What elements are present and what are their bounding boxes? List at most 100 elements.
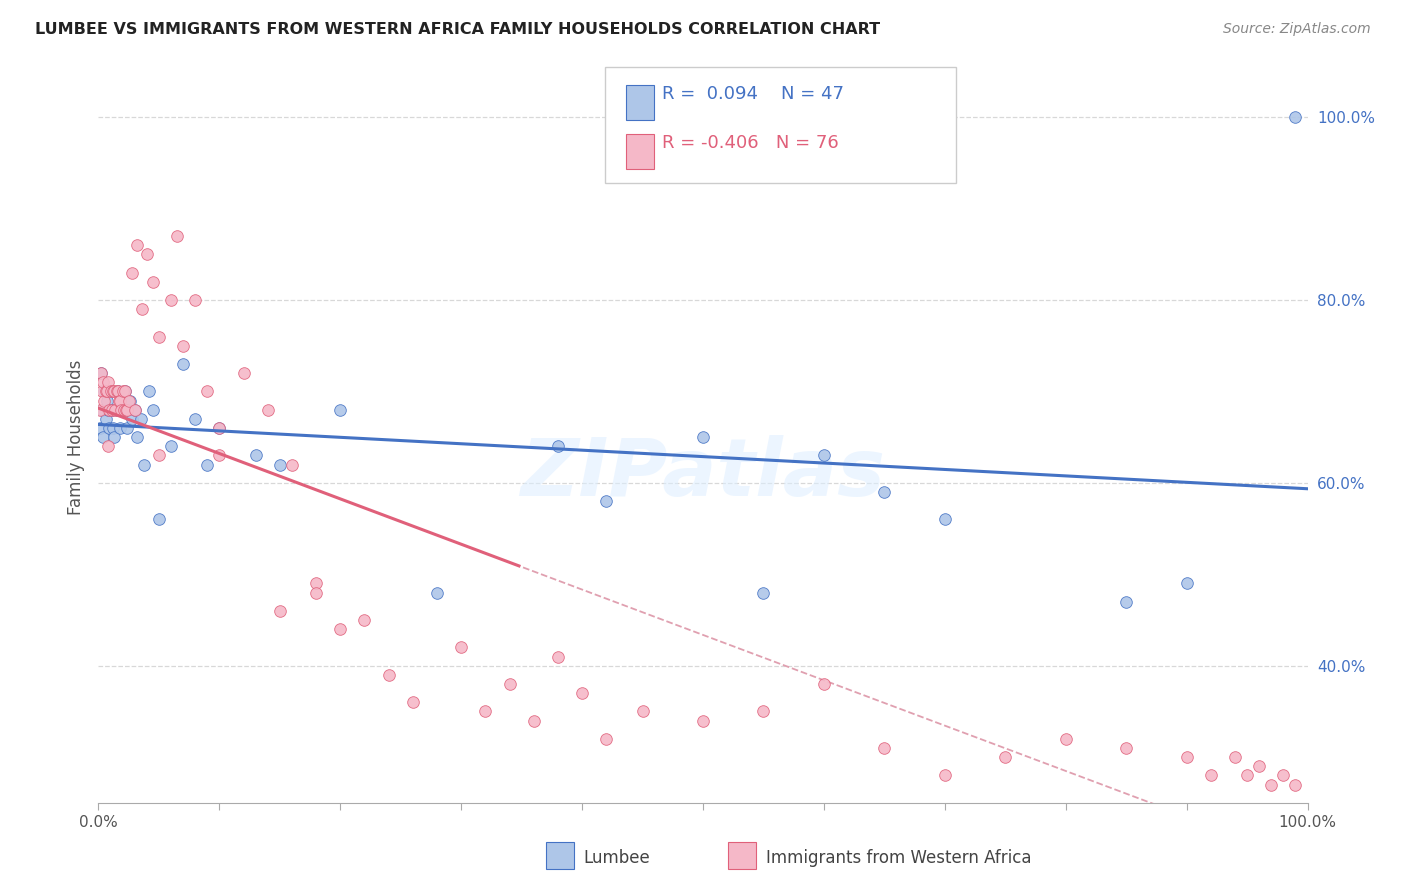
Point [547, 439, 569, 453]
Point [112, 402, 135, 417]
Point [89, 421, 111, 435]
Point [1199, 768, 1222, 782]
Point [131, 301, 153, 317]
Point [97, 439, 120, 453]
Point [571, 686, 593, 700]
Point [813, 677, 835, 691]
Point [547, 649, 569, 664]
Point [195, 384, 218, 399]
Point [107, 384, 129, 399]
Point [108, 421, 131, 435]
Point [97, 402, 120, 417]
Point [115, 402, 138, 417]
Point [934, 512, 956, 526]
Point [450, 640, 472, 655]
Text: R = -0.406   N = 76: R = -0.406 N = 76 [662, 134, 839, 152]
Point [329, 402, 352, 417]
Point [184, 411, 207, 425]
Point [108, 393, 131, 408]
Point [208, 449, 231, 463]
Text: R =  0.094    N = 47: R = 0.094 N = 47 [662, 85, 844, 103]
Point [96, 384, 118, 399]
Point [377, 667, 399, 681]
Point [1249, 759, 1271, 773]
Point [269, 604, 291, 618]
Point [91, 430, 114, 444]
Point [100, 384, 122, 399]
Point [127, 430, 149, 444]
Point [100, 384, 122, 399]
Point [281, 458, 304, 472]
Point [111, 402, 134, 417]
Point [148, 449, 170, 463]
Point [96, 393, 118, 408]
Point [111, 384, 134, 399]
Point [148, 512, 170, 526]
Point [121, 266, 143, 280]
Point [98, 402, 121, 417]
Point [1260, 778, 1282, 792]
Point [94, 411, 117, 425]
Point [1115, 595, 1137, 609]
Point [498, 677, 520, 691]
Point [166, 228, 188, 243]
Point [93, 393, 115, 408]
Point [692, 714, 714, 728]
Point [1175, 576, 1198, 591]
Point [101, 421, 124, 435]
Point [873, 740, 896, 755]
Point [160, 293, 183, 307]
Text: Source: ZipAtlas.com: Source: ZipAtlas.com [1223, 22, 1371, 37]
Point [103, 430, 125, 444]
Text: ZIPatlas: ZIPatlas [520, 434, 886, 513]
Point [474, 705, 496, 719]
Point [103, 384, 125, 399]
Point [595, 494, 617, 508]
Point [813, 449, 835, 463]
Point [256, 402, 278, 417]
Point [1284, 110, 1306, 124]
Point [402, 695, 425, 709]
Point [172, 339, 194, 353]
Point [523, 714, 546, 728]
Point [752, 585, 775, 599]
Point [117, 402, 139, 417]
Point [94, 384, 117, 399]
Point [269, 458, 291, 472]
Point [107, 384, 129, 399]
Point [305, 576, 328, 591]
Point [127, 238, 149, 252]
Y-axis label: Family Households: Family Households [66, 359, 84, 515]
Point [110, 402, 132, 417]
Point [89, 402, 111, 417]
Point [195, 458, 218, 472]
Point [873, 485, 896, 500]
Point [934, 768, 956, 782]
Point [90, 366, 112, 380]
Point [108, 393, 131, 408]
Point [208, 421, 231, 435]
Point [142, 402, 165, 417]
Point [1115, 740, 1137, 755]
Point [114, 384, 136, 399]
Point [98, 421, 121, 435]
Text: Immigrants from Western Africa: Immigrants from Western Africa [766, 849, 1032, 867]
Point [129, 411, 152, 425]
Point [134, 458, 156, 472]
Point [1236, 768, 1258, 782]
Point [100, 402, 122, 417]
Point [104, 402, 127, 417]
Point [1284, 778, 1306, 792]
Point [91, 384, 114, 399]
Point [148, 329, 170, 343]
Point [105, 402, 128, 417]
Point [172, 357, 194, 371]
Point [305, 585, 328, 599]
Point [135, 247, 157, 261]
Point [101, 384, 124, 399]
Point [118, 393, 141, 408]
Point [142, 275, 165, 289]
Point [124, 402, 146, 417]
Point [994, 750, 1017, 764]
Point [245, 449, 267, 463]
